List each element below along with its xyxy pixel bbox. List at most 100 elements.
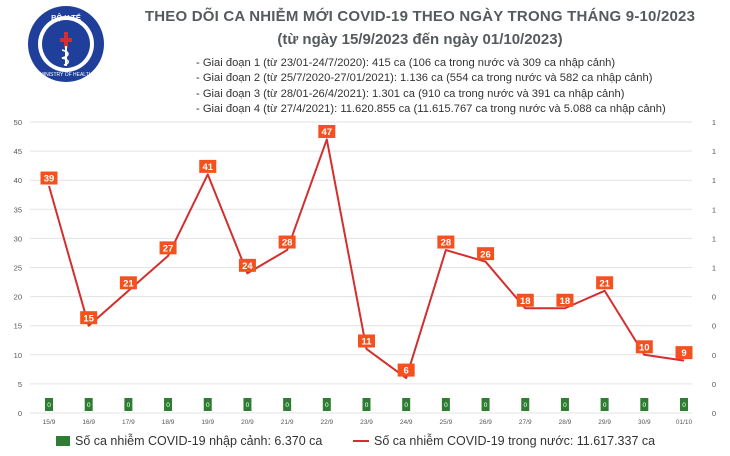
imported-bar-value: 0 xyxy=(127,402,131,409)
imported-bar-value: 0 xyxy=(444,402,448,409)
imported-bar-value: 0 xyxy=(643,402,647,409)
data-label-box xyxy=(675,346,693,360)
gridlines xyxy=(30,121,692,414)
imported-bar xyxy=(322,398,331,411)
y-right-tick-label: 1 xyxy=(712,264,716,273)
y-left-tick-label: 50 xyxy=(14,118,22,127)
data-label-box xyxy=(199,159,217,173)
data-label-box xyxy=(159,241,177,255)
imported-bars: 0 0 0 0 0 0 0 0 0 0 0 0 0 0 0 0 0 xyxy=(45,398,688,411)
imported-bar xyxy=(124,398,133,411)
data-label-box xyxy=(477,247,495,261)
imported-bar-value: 0 xyxy=(285,402,289,409)
data-label-box xyxy=(80,311,98,325)
x-tick-label: 18/9 xyxy=(162,419,175,426)
data-label: 26 xyxy=(480,249,491,260)
x-tick-label: 21/9 xyxy=(281,419,294,426)
data-label-box xyxy=(516,293,534,307)
imported-bar-value: 0 xyxy=(365,402,369,409)
x-tick-label: 23/9 xyxy=(360,419,373,426)
imported-bar-value: 0 xyxy=(603,402,607,409)
chart-subtitle: (từ ngày 15/9/2023 đến ngày 01/10/2023) xyxy=(277,31,563,48)
x-tick-label: 15/9 xyxy=(43,419,56,426)
legend: Số ca nhiễm COVID-19 nhập cảnh: 6.370 ca… xyxy=(0,432,730,452)
x-tick-label: 25/9 xyxy=(440,419,453,426)
y-right-tick-label: 0 xyxy=(712,380,716,389)
ministry-of-health-logo: BỘ Y TẾ MINISTRY OF HEALTH xyxy=(28,6,104,82)
x-tick-label: 29/9 xyxy=(598,419,611,426)
y-left-tick-label: 25 xyxy=(14,264,22,273)
legend-label-domestic: Số ca nhiễm COVID-19 trong nước: 11.617.… xyxy=(374,434,656,448)
y-axis-left: 0 5 10 15 20 25 30 35 40 45 50 xyxy=(14,118,22,418)
data-label: 47 xyxy=(322,127,333,138)
data-label: 15 xyxy=(83,313,94,324)
imported-bar-value: 0 xyxy=(166,402,170,409)
data-label: 6 xyxy=(404,366,409,377)
y-right-tick-label: 0 xyxy=(712,322,716,331)
data-label: 28 xyxy=(282,238,293,249)
y-right-tick-label: 1 xyxy=(712,176,716,185)
y-left-tick-label: 5 xyxy=(18,380,22,389)
data-label: 28 xyxy=(441,238,452,249)
imported-bar-value: 0 xyxy=(682,402,686,409)
x-tick-label: 17/9 xyxy=(122,419,135,426)
imported-bar xyxy=(283,398,292,411)
y-left-tick-label: 15 xyxy=(14,322,22,331)
y-left-tick-label: 30 xyxy=(14,234,22,243)
x-tick-label: 01/10 xyxy=(676,419,693,426)
x-tick-label: 27/9 xyxy=(519,419,532,426)
data-label-box xyxy=(556,293,574,307)
x-tick-label: 22/9 xyxy=(320,419,333,426)
data-label-box xyxy=(437,235,455,249)
data-labels: 39 15 21 27 41 24 28 47 11 6 28 26 18 18 21 10 9 xyxy=(40,124,693,377)
phase-item: Giai đoạn 3 (từ 28/01-26/4/2021): 1.301 … xyxy=(196,87,666,102)
legend-label-imported: Số ca nhiễm COVID-19 nhập cảnh: 6.370 ca xyxy=(75,434,323,448)
chart-title: THEO DÕI CA NHIỄM MỚI COVID-19 THEO NGÀY… xyxy=(144,8,696,25)
data-label: 39 xyxy=(44,174,55,185)
y-left-tick-label: 45 xyxy=(14,147,22,156)
imported-bar xyxy=(600,398,609,411)
imported-bar xyxy=(84,398,93,411)
data-label-box xyxy=(119,276,137,290)
imported-bar-value: 0 xyxy=(87,402,91,409)
imported-bar xyxy=(243,398,252,411)
imported-bar xyxy=(640,398,649,411)
data-label: 10 xyxy=(639,342,650,353)
data-label-box xyxy=(40,171,58,185)
x-tick-label: 28/9 xyxy=(559,419,572,426)
legend-swatch-line xyxy=(353,440,369,442)
data-label: 11 xyxy=(361,337,372,348)
imported-bar xyxy=(402,398,411,411)
logo-bottom-text: MINISTRY OF HEALTH xyxy=(40,72,93,78)
data-label: 41 xyxy=(202,162,213,173)
x-tick-label: 16/9 xyxy=(82,419,95,426)
data-label-box xyxy=(596,276,614,290)
data-label: 18 xyxy=(520,296,531,307)
data-label-box xyxy=(318,124,336,138)
y-right-tick-label: 0 xyxy=(712,351,716,360)
phase-summary-list: Giai đoạn 1 (từ 23/01-24/7/2020): 415 ca… xyxy=(196,56,666,117)
legend-swatch-bar xyxy=(56,436,70,446)
imported-bar-value: 0 xyxy=(325,402,329,409)
imported-bar-value: 0 xyxy=(47,402,51,409)
imported-bar-value: 0 xyxy=(206,402,210,409)
imported-bar xyxy=(164,398,173,411)
data-label-box xyxy=(278,235,296,249)
y-right-tick-label: 1 xyxy=(712,147,716,156)
imported-bar-value: 0 xyxy=(404,402,408,409)
legend-item-domestic: Số ca nhiễm COVID-19 trong nước: 11.617.… xyxy=(353,434,655,448)
imported-bar xyxy=(203,398,212,411)
y-right-tick-label: 1 xyxy=(712,234,716,243)
phase-item: Giai đoạn 1 (từ 23/01-24/7/2020): 415 ca… xyxy=(196,56,666,71)
imported-bar-value: 0 xyxy=(523,402,527,409)
y-left-tick-label: 20 xyxy=(14,293,22,302)
data-label-box xyxy=(397,363,415,377)
phase-item: Giai đoạn 2 (từ 25/7/2020-27/01/2021): 1… xyxy=(196,71,666,86)
data-label: 24 xyxy=(242,261,253,272)
imported-bar xyxy=(521,398,530,411)
imported-bar xyxy=(362,398,371,411)
data-label: 21 xyxy=(123,278,134,289)
y-right-tick-label: 1 xyxy=(712,118,716,127)
logo-top-text: BỘ Y TẾ xyxy=(51,12,81,22)
data-label-box xyxy=(635,340,653,354)
